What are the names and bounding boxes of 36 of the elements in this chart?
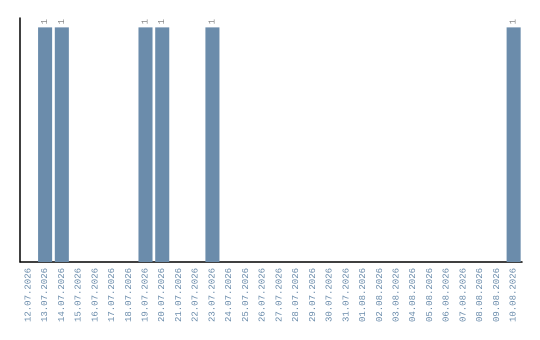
data-label: 1 (40, 18, 50, 24)
x-tick-label: 23.07.2026 (207, 268, 218, 322)
data-label: 1 (140, 18, 150, 24)
x-tick-label: 29.07.2026 (308, 268, 318, 322)
x-tick-label: 16.07.2026 (90, 268, 100, 322)
data-label: 1 (157, 18, 168, 24)
x-tick-label: 04.08.2026 (408, 268, 418, 322)
x-tick-label: 19.07.2026 (140, 268, 150, 322)
x-tick-label: 30.07.2026 (324, 268, 335, 322)
x-tick-label: 01.08.2026 (358, 268, 368, 322)
x-tick-label: 24.07.2026 (224, 268, 234, 322)
x-tick-label: 09.08.2026 (492, 268, 502, 322)
data-label: 1 (207, 18, 218, 24)
x-tick-label: 03.08.2026 (392, 268, 402, 322)
x-tick-label: 17.07.2026 (107, 268, 118, 322)
x-tick-label: 22.07.2026 (190, 268, 201, 322)
x-tick-label: 10.08.2026 (508, 268, 519, 322)
x-tick-label: 20.07.2026 (157, 268, 168, 322)
x-tick-label: 06.08.2026 (442, 268, 452, 322)
x-tick-label: 25.07.2026 (240, 268, 251, 322)
x-tick-label: 26.07.2026 (258, 268, 268, 322)
x-tick-label: 13.07.2026 (40, 268, 50, 322)
data-label: 1 (508, 18, 519, 24)
x-tick-label: 31.07.2026 (341, 268, 352, 322)
x-tick-label: 21.07.2026 (174, 268, 184, 322)
x-tick-label: 02.08.2026 (374, 268, 385, 322)
x-tick-label: 15.07.2026 (74, 268, 84, 322)
x-tick-label: 05.08.2026 (424, 268, 435, 322)
x-tick-label: 18.07.2026 (124, 268, 134, 322)
x-tick-label: 12.07.2026 (23, 268, 34, 322)
x-tick-label: 08.08.2026 (475, 268, 486, 322)
data-label: 1 (56, 18, 67, 24)
x-tick-label: 07.08.2026 (458, 268, 468, 322)
x-tick-label: 27.07.2026 (274, 268, 284, 322)
x-tick-label: 28.07.2026 (291, 268, 302, 322)
x-tick-label: 14.07.2026 (56, 268, 67, 322)
